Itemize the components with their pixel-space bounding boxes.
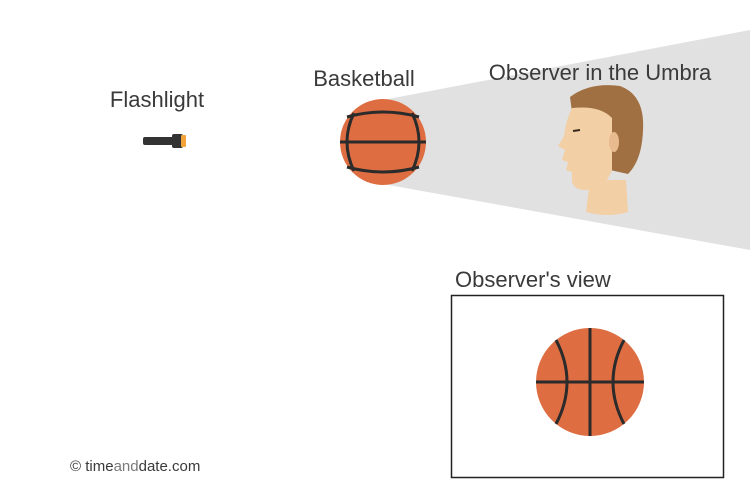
credit-name: timeanddate.com (85, 458, 201, 475)
basketball-label: Basketball (313, 66, 415, 91)
observer-view-label: Observer's view (455, 267, 611, 292)
observer-head-icon (558, 85, 644, 215)
basketball-front-icon (536, 328, 644, 436)
observer-label: Observer in the Umbra (489, 60, 712, 85)
flashlight-label: Flashlight (110, 87, 204, 112)
basketball-icon (340, 99, 426, 185)
flashlight-icon (143, 134, 186, 148)
copyright-symbol: © (70, 458, 82, 475)
copyright-credit: © timeanddate.com (70, 458, 200, 475)
